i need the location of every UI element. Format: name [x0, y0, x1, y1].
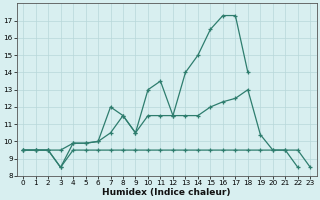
X-axis label: Humidex (Indice chaleur): Humidex (Indice chaleur) [102, 188, 231, 197]
